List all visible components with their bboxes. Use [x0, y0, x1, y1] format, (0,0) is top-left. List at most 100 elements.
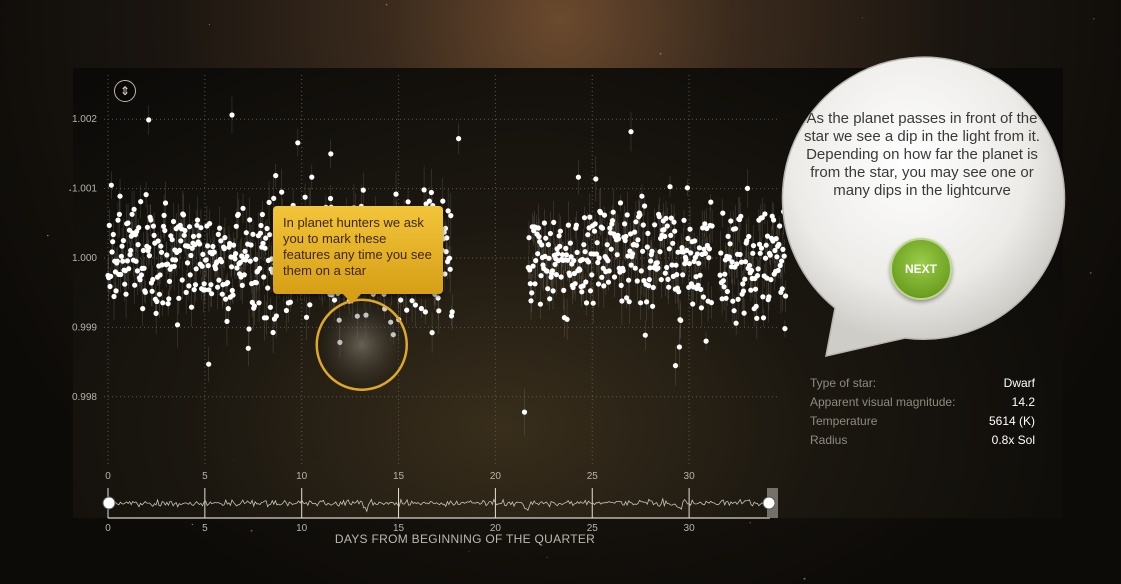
data-point [264, 225, 270, 232]
data-point [184, 260, 191, 266]
data-point [601, 283, 607, 289]
data-point [194, 222, 200, 228]
star-info-value: 0.8x Sol [991, 433, 1035, 447]
data-point [738, 213, 744, 219]
data-point [188, 304, 195, 310]
data-point [136, 225, 142, 231]
data-point [533, 258, 539, 264]
vertical-resize-icon[interactable]: ⇕ [114, 80, 136, 102]
data-point [409, 298, 415, 304]
data-point [186, 224, 193, 230]
data-point [260, 240, 266, 246]
data-point [776, 241, 782, 247]
data-point [253, 280, 259, 286]
data-point [266, 199, 272, 205]
data-point [257, 265, 263, 271]
data-point [221, 246, 227, 252]
data-point [687, 226, 693, 232]
star-dot [208, 23, 210, 26]
data-point [587, 288, 594, 294]
y-tick-label: 1.001 [72, 184, 97, 195]
data-point [183, 289, 189, 295]
data-point [593, 251, 600, 257]
data-point [166, 278, 173, 284]
data-point [657, 249, 663, 255]
data-point [547, 230, 554, 237]
data-point [734, 261, 740, 267]
data-point [196, 233, 202, 239]
data-point [703, 338, 709, 344]
data-point [129, 211, 135, 217]
data-point [247, 217, 253, 223]
data-point [764, 233, 771, 239]
x-tick-label: 10 [296, 471, 308, 482]
data-point [162, 200, 169, 206]
data-point [725, 233, 731, 239]
data-point [626, 299, 632, 305]
data-point [230, 292, 236, 298]
data-point [160, 223, 167, 229]
data-point [679, 245, 685, 251]
data-point [723, 295, 729, 301]
data-point [270, 329, 276, 336]
data-point [683, 257, 689, 263]
x-tick-label: 5 [202, 471, 208, 482]
data-point [526, 235, 532, 241]
data-point [634, 242, 640, 248]
star-dot [385, 3, 388, 6]
x-axis-label: DAYS FROM BEGINNING OF THE QUARTER [334, 532, 596, 546]
data-point [536, 234, 542, 240]
data-point [717, 272, 723, 278]
data-point [742, 276, 748, 282]
data-point [124, 258, 130, 264]
data-point [126, 266, 132, 272]
data-point [668, 215, 674, 221]
data-point [521, 409, 528, 415]
data-point [244, 253, 250, 259]
data-point [234, 265, 240, 271]
data-point [544, 268, 550, 274]
data-point [777, 262, 783, 269]
star-info-key: Apparent visual magnitude: [810, 395, 956, 409]
data-point [146, 117, 152, 123]
transit-highlight-circle [315, 298, 408, 391]
data-point [720, 210, 726, 216]
data-point [635, 237, 641, 243]
data-point [115, 217, 121, 223]
data-point [117, 193, 123, 199]
navigator-sparkline [107, 497, 777, 513]
data-point [655, 265, 661, 271]
star-dot [546, 556, 548, 558]
data-point [559, 252, 566, 258]
data-point [225, 280, 231, 286]
data-point [444, 235, 450, 241]
data-point [573, 222, 580, 228]
data-point [125, 220, 131, 226]
data-point [650, 303, 656, 309]
data-point [633, 219, 639, 225]
y-tick-label: 1.002 [72, 114, 97, 125]
data-point [393, 191, 399, 197]
data-point [153, 310, 159, 316]
data-point [240, 205, 246, 211]
data-point [742, 259, 749, 265]
data-point [447, 266, 453, 272]
navigator-tick-label: 5 [202, 523, 208, 534]
data-point [217, 225, 223, 231]
data-point [181, 232, 187, 238]
data-point [721, 284, 727, 290]
data-point [775, 267, 781, 273]
data-point [579, 289, 585, 295]
star-dot [803, 577, 806, 580]
data-point [256, 300, 262, 306]
next-button[interactable]: NEXT [890, 238, 952, 300]
data-point [229, 112, 235, 118]
data-point [165, 301, 171, 307]
data-point [673, 262, 679, 268]
data-point [634, 278, 640, 284]
data-point [563, 252, 570, 258]
data-point [128, 247, 134, 254]
data-point [253, 256, 259, 262]
data-point [207, 221, 213, 227]
